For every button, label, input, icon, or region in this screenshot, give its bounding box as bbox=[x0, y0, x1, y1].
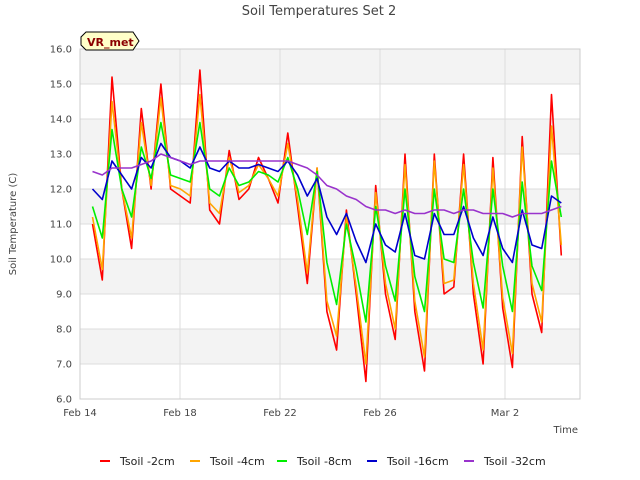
legend: Tsoil -2cm Tsoil -4cm Tsoil -8cm Tsoil -16c… bbox=[100, 455, 546, 468]
series-lines bbox=[91, 69, 563, 383]
background-band bbox=[80, 329, 580, 364]
x-tick-label: Feb 22 bbox=[263, 408, 297, 419]
series-line-tsoil-8cm bbox=[91, 121, 563, 323]
legend-label: Tsoil -4cm bbox=[209, 455, 265, 468]
y-tick-labels: 6.0 7.0 8.0 9.0 10.0 11.0 12.0 13.0 14.0 15.0 16.0 bbox=[50, 45, 72, 406]
legend-item: Tsoil -2cm bbox=[100, 455, 175, 468]
x-axis-label: Time bbox=[553, 425, 578, 436]
legend-item: Tsoil -16cm bbox=[367, 455, 449, 468]
x-tick-label: Mar 2 bbox=[491, 408, 519, 419]
background-band bbox=[80, 154, 580, 189]
y-tick-label: 13.0 bbox=[50, 150, 72, 161]
x-tick-label: Feb 18 bbox=[163, 408, 197, 419]
chart-title: Soil Temperatures Set 2 bbox=[242, 4, 397, 19]
badge-label: VR_met bbox=[87, 36, 134, 49]
legend-item: Tsoil -32cm bbox=[464, 455, 546, 468]
legend-label: Tsoil -32cm bbox=[483, 455, 546, 468]
y-tick-label: 7.0 bbox=[56, 360, 72, 371]
y-tick-label: 11.0 bbox=[50, 220, 72, 231]
y-tick-label: 10.0 bbox=[50, 255, 72, 266]
legend-label: Tsoil -2cm bbox=[119, 455, 175, 468]
badge-shape bbox=[80, 31, 140, 51]
y-tick-label: 16.0 bbox=[50, 45, 72, 56]
series-line-tsoil-4cm bbox=[91, 93, 563, 365]
y-tick-label: 6.0 bbox=[56, 395, 72, 406]
y-tick-label: 8.0 bbox=[56, 325, 72, 336]
y-axis-label: Soil Temperature (C) bbox=[8, 173, 19, 276]
y-tick-label: 9.0 bbox=[56, 290, 72, 301]
x-tick-label: Feb 14 bbox=[63, 408, 97, 419]
x-tick-labels: Feb 14 Feb 18 Feb 22 Feb 26 Mar 2 bbox=[63, 408, 519, 419]
legend-label: Tsoil -8cm bbox=[296, 455, 352, 468]
series-line-tsoil-32cm bbox=[92, 153, 562, 218]
x-tick-label: Feb 26 bbox=[363, 408, 397, 419]
series-line-tsoil-2cm bbox=[91, 69, 563, 383]
legend-item: Tsoil -4cm bbox=[190, 455, 265, 468]
y-tick-label: 12.0 bbox=[50, 185, 72, 196]
plot-frame bbox=[79, 48, 581, 400]
legend-label: Tsoil -16cm bbox=[386, 455, 449, 468]
background-band bbox=[80, 364, 580, 399]
legend-item: Tsoil -8cm bbox=[277, 455, 352, 468]
vr-met-badge: VR_met bbox=[80, 31, 140, 51]
y-tick-label: 15.0 bbox=[50, 80, 72, 91]
background-band bbox=[80, 49, 580, 84]
y-tick-label: 14.0 bbox=[50, 115, 72, 126]
